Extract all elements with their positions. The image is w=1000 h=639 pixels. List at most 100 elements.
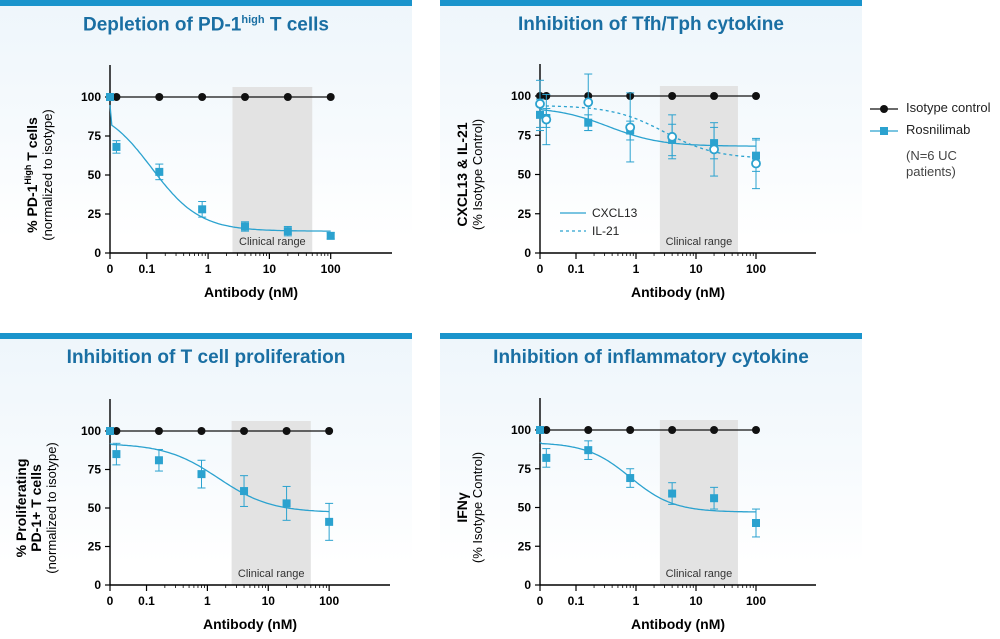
x-axis-label: Antibody (nM) [204,284,298,300]
y-tick-label: 100 [81,424,101,438]
y-tick-label: 75 [88,129,102,143]
il21-fit-curve [539,104,757,158]
data-point [197,470,206,479]
isotype-point [752,426,760,434]
data-point [106,93,114,101]
data-point [325,517,334,526]
x-tick-label: 1 [205,262,212,276]
x-tick-label: 1 [633,594,640,608]
fit-curve [109,442,330,513]
fit-curve [109,104,331,232]
y-axis-label-part: T cells [24,117,40,165]
y-tick-label: 0 [94,578,101,592]
y-axis-sublabel: (% Isotype Control) [470,119,485,230]
data-point [668,489,677,498]
data-point [154,456,163,465]
data-point [752,519,760,527]
x-tick-label: 0.1 [568,594,585,608]
il21-point [541,114,552,125]
y-axis-label: % Proliferating [13,459,29,558]
data-point [106,427,114,435]
isotype-point [626,426,635,434]
clinical-range-label: Clinical range [666,568,733,580]
y-tick-label: 50 [88,501,102,515]
y-axis-sublabel: (normalized to isotype) [40,109,55,241]
x-tick-label: 10 [689,594,703,608]
y-tick-label: 50 [88,168,102,182]
chart-panel-1: Depletion of PD-1high T cells Clinical r… [0,0,412,318]
isotype-point [326,93,335,101]
data-point [240,487,249,496]
isotype-point [668,92,677,100]
data-point [584,446,593,455]
x-tick-label: 0 [107,262,114,276]
legend-item-rosnilimab: Rosnilimab [866,118,1000,140]
clinical-range-label: Clinical range [239,236,306,248]
x-tick-label: 100 [319,594,339,608]
x-tick-label: 0.1 [138,594,155,608]
y-tick-label: 75 [518,128,532,142]
clinical-range-label: Clinical range [238,568,305,580]
x-tick-label: 0 [107,594,114,608]
x-tick-label: 0.1 [568,262,585,276]
x-tick-label: 100 [321,262,341,276]
clinical-range-label: Clinical range [666,236,733,248]
chart-4-plot: Clinical range 0 25 50 75 100 0 0.1 1 10 100 Antibo… [454,398,816,632]
data-point [283,227,292,236]
data-point [282,499,291,508]
il21-point [583,97,594,108]
isotype-point [584,426,593,434]
chart-2-plot: Clinical range 0 25 50 75 100 0 0.1 1 10 100 Antibo… [454,64,816,300]
y-tick-label: 100 [511,89,531,103]
isotype-point [282,427,291,435]
data-point [626,474,635,483]
isotype-point [240,427,249,435]
rosnilimab-marker-icon [870,127,898,135]
y-tick-label: 100 [511,423,531,437]
y-tick-label: 25 [88,540,102,554]
isotype-point [155,93,164,101]
x-tick-label: 0 [537,262,544,276]
x-axis-label: Antibody (nM) [631,284,725,300]
x-tick-label: 100 [746,262,766,276]
y-tick-label: 25 [518,207,532,221]
isotype-point [668,426,677,434]
panel-accent-bar [440,0,862,6]
isotype-point [197,427,206,435]
isotype-point [240,93,249,101]
legend-item-isotype: Isotype control [866,96,1000,118]
x-tick-label: 1 [204,594,211,608]
y-tick-label: 75 [518,462,532,476]
x-tick-label: 0.1 [138,262,155,276]
data-point [240,222,249,231]
y-axis-label: IFNγ [454,492,470,523]
inner-legend-label: IL-21 [592,224,620,238]
il21-point [667,131,678,142]
chart-panel-4: Inhibition of inflammatory cytokine Clin… [440,333,862,639]
legend-note: (N=6 UC patients) [906,148,957,179]
chart-3-plot: Clinical range 0 25 50 75 100 0 0.1 1 10 100 Antibo… [13,399,390,632]
y-axis-label: CXCL13 & IL-21 [454,122,470,226]
isotype-point [112,427,121,435]
y-axis-label: % PD-1High T cells [23,117,40,233]
isotype-point [710,92,719,100]
y-tick-label: 0 [524,246,531,260]
fit-curve [539,106,756,147]
x-tick-label: 100 [746,594,766,608]
il21-point [625,122,636,133]
y-tick-label: 0 [524,578,531,592]
data-point [542,453,551,462]
y-tick-label: 50 [518,168,532,182]
chart-title: Depletion of PD-1high T cells [83,14,329,36]
isotype-point [752,92,760,100]
isotype-point [283,93,292,101]
data-point [536,426,544,434]
x-axis-label: Antibody (nM) [203,616,297,632]
clinical-range-band [659,86,738,253]
clinical-range-band [659,420,738,585]
chart-panel-3: Inhibition of T cell proliferation Clini… [0,333,412,639]
il21-point [709,144,719,155]
y-axis-label-part: % PD-1 [24,184,40,232]
data-point [198,205,207,214]
isotype-marker-icon [870,105,898,113]
